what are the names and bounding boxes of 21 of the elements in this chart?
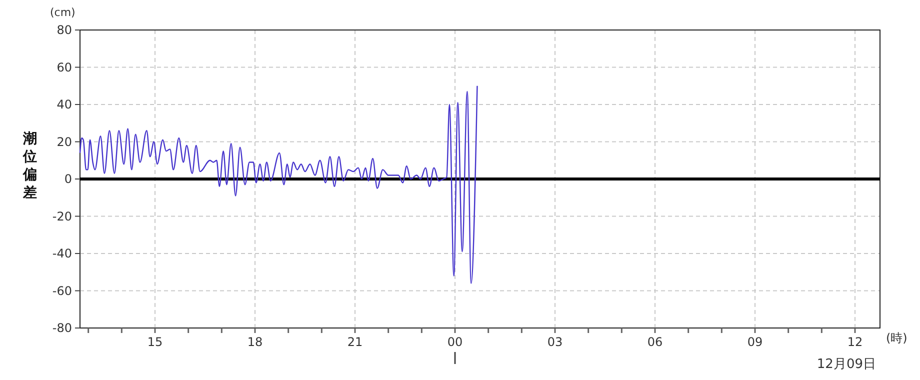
x-tick-label: 03 [547, 335, 563, 349]
x-tick-label: 06 [647, 335, 663, 349]
x-tick-label: 09 [747, 335, 763, 349]
text: 12月09日 [816, 357, 876, 372]
y-axis-title: 潮位偏差 [22, 131, 37, 201]
y-tick-label: -60 [52, 284, 72, 298]
text: (cm) [50, 6, 76, 19]
x-axis-title: (時) [886, 331, 908, 345]
x-tick-label: 21 [347, 335, 363, 349]
y-tick-label: 80 [56, 23, 72, 38]
y-tick-label: 60 [56, 60, 72, 74]
y-tick-label: 20 [56, 134, 72, 149]
y-tick-label: -80 [52, 321, 72, 336]
x-tick-label: 15 [147, 335, 163, 349]
x-tick-label: 00 [447, 335, 463, 349]
y-tick-label: 0 [64, 172, 72, 186]
y-tick-label: -20 [52, 209, 72, 224]
x-tick-label: 12 [847, 335, 863, 349]
y-tick-label: -40 [52, 246, 72, 261]
y-tick-label: 40 [56, 98, 72, 112]
x-tick-label: 18 [247, 335, 263, 349]
